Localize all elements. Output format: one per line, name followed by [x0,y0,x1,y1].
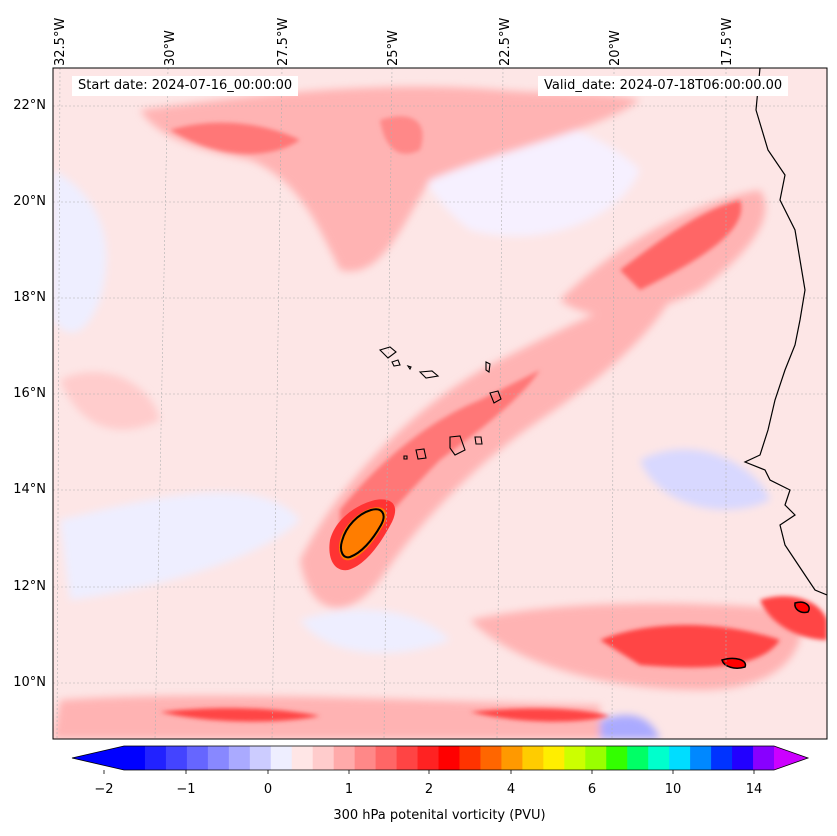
colorbar-outline [71,745,810,771]
colorbar-segment [732,746,754,770]
colorbar-segment [270,746,293,770]
cape-verde-islands [378,346,502,460]
pv-red-south-band [160,708,320,722]
colorbar-tick-label: 0 [263,782,273,797]
lat-label-12n: 12°N [13,579,46,594]
pv-band-northwest [60,372,160,430]
colorbar-segment [228,746,251,770]
pv-red-northeast [620,200,742,290]
lat-label-18n: 18°N [13,290,46,305]
pv-red-north [170,122,300,154]
pv-red-east-edge [760,596,827,640]
colorbar-tick-label: 10 [664,782,682,797]
colorbar-segment [753,746,775,770]
pv-negative-area-east [640,449,770,510]
colorbar-segment [249,746,272,770]
africa-coastline [743,68,827,596]
colorbar-segment [375,746,398,770]
colorbar-tick-label: 1 [344,782,354,797]
colorbar-segment [207,746,230,770]
colorbar-segment [480,746,502,770]
colorbar-segment [690,746,712,770]
valid-date-label: Valid_date: 2024-07-18T06:00:00.00 [538,76,789,96]
colorbar-segment [291,746,314,770]
colorbar-segment [417,746,440,770]
colorbar-segment [606,746,628,770]
colorbar-extend-high [774,746,808,770]
pv-negative-area-southwest [60,492,300,600]
colorbar-segment [564,746,586,770]
graticule [53,68,827,739]
pv-negative-area-south [600,715,660,739]
colorbar-segment [165,746,188,770]
colorbar-segment [354,746,377,770]
lat-label-16n: 16°N [13,386,46,401]
lat-label-14n: 14°N [13,482,46,497]
pv-contour-2pvu-edge [794,601,810,614]
colorbar-segment [543,746,565,770]
lon-label-27-5w: 27.5°W [276,17,291,66]
map-border [52,67,828,740]
colorbar-segment [669,746,691,770]
colorbar-tick-label: 6 [587,782,597,797]
colorbar-segment [438,746,460,770]
colorbar-segment [648,746,670,770]
lon-label-30w: 30°W [163,30,178,66]
colorbar-segment [124,746,146,770]
colorbar-segment [522,746,544,770]
lon-label-32-5w: 32.5°W [53,17,68,66]
colorbar-tick-label: 14 [745,782,763,797]
colorbar-tick-label: 2 [424,782,434,797]
colorbar-segment [711,746,733,770]
lon-label-20w: 20°W [608,30,623,66]
colorbar-segment [312,746,335,770]
pv-red-south-east [600,625,780,668]
colorbar-segment [333,746,356,770]
lat-label-20n: 20°N [13,194,46,209]
colorbar-tick-label: −2 [94,782,114,797]
colorbar-segment [585,746,607,770]
colorbar-segment [459,746,481,770]
lat-label-10n: 10°N [13,675,46,690]
lon-label-17-5w: 17.5°W [720,17,735,66]
lat-label-22n: 22°N [13,98,46,113]
colorbar-label: 300 hPa potenital vorticity (PVU) [333,808,546,823]
pv-band-diagonal [300,280,680,608]
pv-negative-area-southcentral [300,609,450,654]
colorbar-extend-low [72,746,124,770]
pv-red-north-center [380,116,423,154]
start-date-label: Start date: 2024-07-16_00:00:00 [72,76,299,96]
lon-label-22-5w: 22.5°W [498,17,513,66]
colorbar-segment [186,746,209,770]
pv-negative-area-west [53,170,107,333]
colorbar [71,745,810,774]
lon-label-25w: 25°W [386,30,401,66]
colorbar-segment [144,746,167,770]
pv-red-south-band-2 [470,708,610,722]
pv-core-inner [339,507,387,561]
colorbar-tick-label: 4 [506,782,516,797]
colorbar-segment [627,746,649,770]
colorbar-segment [501,746,523,770]
pv-contour-2pvu [340,508,385,559]
colorbar-segment [396,746,419,770]
pv-band-south [53,695,600,739]
colorbar-tick-label: −1 [176,782,196,797]
